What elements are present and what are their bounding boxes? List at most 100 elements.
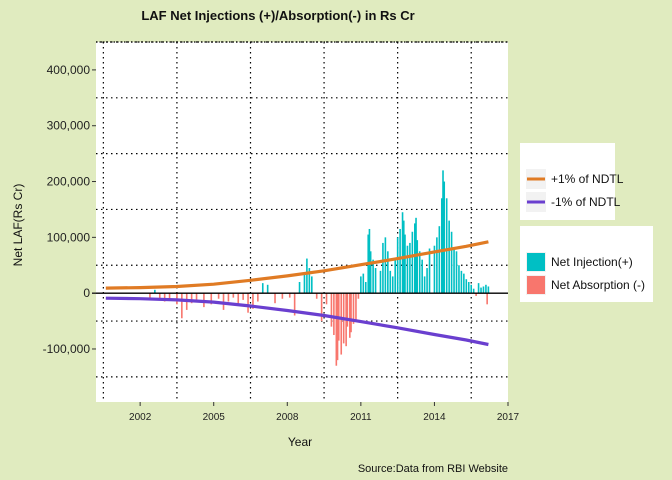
legend-laf: Net Injection(+) Net Absorption (-) [520,226,653,302]
source-caption: Source:Data from RBI Website [358,463,508,475]
injection-bar [445,198,448,294]
absorption-bar [325,293,328,305]
injection-bar [409,242,411,294]
bars [149,170,490,366]
injection-bar [384,237,387,294]
absorption-bar [475,293,477,296]
injection-bar [406,245,409,294]
injection-bar [460,270,463,294]
y-tick-label: 300,000 [47,119,91,133]
injection-bar [391,276,394,294]
injection-bar [448,220,450,294]
absorption-bar [336,293,339,361]
injection-bar [442,170,444,294]
x-tick-label: 2005 [203,412,226,423]
injection-bar [261,283,264,294]
injection-bar [482,286,485,294]
injection-bar [477,283,480,294]
injection-bar [458,265,460,294]
absorption-bar [349,293,351,338]
injection-bar [387,251,389,294]
absorption-bar [335,293,338,366]
absorption-bar [227,293,230,302]
absorption-bar [168,293,171,299]
absorption-bar [330,293,333,327]
injection-bar [414,223,416,294]
injection-bar [465,279,468,294]
injection-bar [372,259,374,294]
injection-bar [306,258,308,294]
lines [105,240,489,347]
legend-fill-swatch [527,276,545,294]
legend-label: Net Absorption (-) [551,278,645,292]
injection-bar [379,270,382,294]
legend-label: -1% of NDTL [551,195,621,209]
absorption-bar [210,293,213,305]
injection-bar [443,181,446,294]
injection-bar [374,268,377,294]
absorption-bar [350,293,352,333]
injection-bar [463,273,465,294]
plus-ndtl-line [105,240,489,290]
absorption-bar [242,293,244,300]
absorption-bar [274,293,276,304]
absorption-bar [163,293,166,302]
grid [96,41,508,402]
y-axis-label: Net LAF(Rs Cr) [11,184,25,267]
injection-bar [426,268,428,294]
injection-bar [433,245,436,294]
injection-bar [421,259,423,294]
injection-bar [423,276,426,294]
absorption-bar [315,293,318,299]
injection-bar [362,273,365,294]
injection-bar [487,286,490,294]
injection-bar [360,276,362,294]
y-tick-label: 100,000 [47,230,91,244]
absorption-bar [190,293,193,304]
y-tick-label: -100,000 [43,342,91,356]
absorption-bar [320,293,323,322]
injection-bar [438,226,441,294]
absorption-bar [281,293,284,299]
chart-title: LAF Net Injections (+)/Absorption(-) in … [141,8,414,23]
injection-bar [311,276,313,294]
x-tick-label: 2014 [423,412,446,423]
absorption-bar [149,293,151,298]
injection-bar [401,212,404,294]
injection-bar [455,251,458,294]
y-tick-label: 0 [83,286,90,300]
injection-bar [389,270,392,294]
x-tick-label: 2017 [497,412,520,423]
injection-bar [418,251,421,294]
injection-bar [404,234,406,294]
injection-bar [308,268,311,294]
injection-bar [396,237,399,294]
y-tick-label: 400,000 [47,63,91,77]
injection-bar [266,284,269,294]
injection-bar [382,242,384,294]
injection-bar [298,282,301,294]
absorption-bar [486,293,488,305]
x-tick-label: 2011 [350,412,372,423]
injection-bar [480,287,482,294]
absorption-bar [293,293,296,316]
x-axis-label: Year [288,435,312,449]
legend-ndtl: +1% of NDTL -1% of NDTL [520,143,624,220]
x-tick-label: 2008 [276,412,299,423]
absorption-bar [247,293,249,313]
minus-ndtl-line [105,296,489,347]
absorption-bar [355,293,357,322]
injection-bar [453,248,455,294]
absorption-bar [232,293,235,298]
absorption-bar [352,293,355,324]
absorption-bar [340,293,343,355]
injection-bar [368,228,371,294]
absorption-bar [158,293,161,300]
legend-label: +1% of NDTL [551,172,624,186]
y-tick-label: 200,000 [47,175,91,189]
legend-label: Net Injection(+) [551,255,633,269]
absorption-bar [195,293,198,300]
injection-bar [416,240,419,294]
